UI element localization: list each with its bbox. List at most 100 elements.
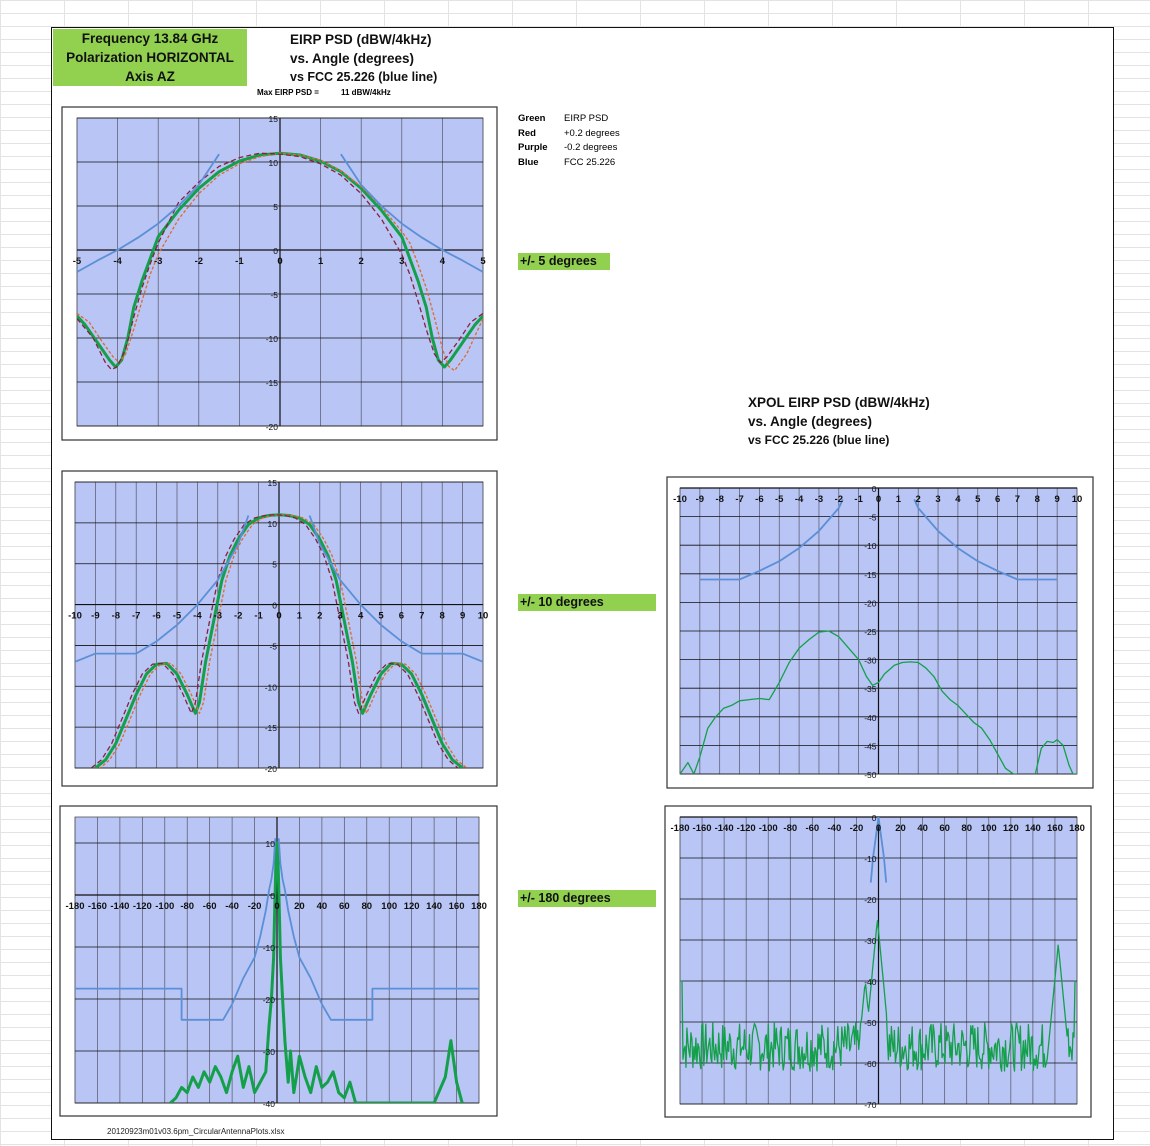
x-tick-label: -3 (154, 256, 162, 267)
chart-copol-10: -10 -9 -8 -7 -6 -5 -4 -3 -2 -1 0 1 2 3 4 5 6 7 8 9 10151050-… (61, 470, 498, 787)
max-eirp-value: 11 dBW/4kHz (341, 88, 391, 97)
x-tick-label: 80 (361, 901, 372, 912)
max-eirp-label: Max EIRP PSD = (257, 88, 319, 97)
y-tick-label: -10 (864, 541, 877, 551)
legend: Green EIRP PSD Red +0.2 degrees Purple -… (518, 112, 620, 170)
legend-row-purple: Purple -0.2 degrees (518, 141, 620, 156)
x-tick-label: 2 (916, 494, 921, 505)
x-tick-label: -7 (735, 494, 743, 505)
legend-desc: -0.2 degrees (564, 142, 618, 153)
x-tick-label: -1 (254, 611, 263, 622)
y-tick-label: -50 (864, 770, 877, 780)
y-tick-label: -5 (269, 641, 277, 651)
y-tick-label: 10 (268, 519, 278, 529)
main-title-line3: vs FCC 25.226 (blue line) (290, 70, 438, 84)
chart-xpol-180: -180 -160 -140 -120 -100 -80 -60 -40 -20 0 20 40 60 8… (664, 805, 1092, 1118)
x-tick-label: -4 (795, 494, 804, 505)
legend-key: Purple (518, 142, 548, 153)
y-tick-label: -30 (263, 1047, 276, 1057)
x-tick-label: -5 (73, 256, 82, 267)
x-tick-label: -60 (805, 823, 819, 834)
x-tick-label: 160 (1047, 823, 1063, 834)
x-tick-label: -10 (68, 611, 82, 622)
x-tick-label: -140 (110, 901, 129, 912)
legend-desc: FCC 25.226 (564, 156, 616, 168)
y-tick-label: -10 (263, 943, 276, 953)
xpol-chart-title: XPOL EIRP PSD (dBW/4kHz) vs. Angle (degr… (748, 393, 930, 450)
x-tick-label: -100 (759, 823, 778, 834)
y-tick-label: -40 (263, 1099, 276, 1109)
y-tick-label: -30 (864, 936, 877, 946)
x-tick-label: -120 (737, 823, 756, 834)
x-tick-label: 60 (939, 823, 950, 834)
x-tick-label: 7 (419, 611, 424, 622)
x-tick-label: -9 (91, 611, 99, 622)
series-red (77, 152, 483, 372)
y-tick-label: -45 (864, 741, 877, 751)
x-tick-label: 1 (318, 256, 324, 267)
x-tick-label: 3 (338, 611, 343, 622)
x-tick-label: 100 (381, 901, 397, 912)
legend-key: Red (518, 127, 536, 139)
series-blue (699, 499, 1058, 581)
series-blue (77, 153, 483, 273)
series-purple (90, 514, 459, 768)
x-tick-label: 80 (961, 823, 972, 834)
y-tick-label: 0 (872, 484, 877, 494)
x-tick-label: 120 (1003, 823, 1019, 834)
x-tick-label: -4 (113, 256, 122, 267)
x-tick-label: 5 (480, 256, 486, 267)
x-tick-label: -2 (234, 611, 242, 622)
y-tick-label: 5 (272, 560, 277, 570)
series-blue (75, 838, 479, 1021)
y-tick-label: -20 (266, 422, 279, 432)
y-tick-label: -20 (864, 895, 877, 905)
x-tick-label: -180 (670, 823, 689, 834)
x-tick-label: -1 (235, 256, 244, 267)
y-tick-label: 15 (268, 478, 278, 488)
x-tick-label: 4 (955, 494, 961, 505)
y-tick-label: -40 (864, 713, 877, 723)
series-green (680, 630, 1077, 774)
x-tick-label: -10 (673, 494, 687, 505)
series-blue (75, 515, 483, 663)
range-label-180deg: +/- 180 degrees (518, 890, 656, 907)
x-tick-label: 5 (378, 611, 384, 622)
x-tick-label: -180 (65, 901, 84, 912)
x-tick-label: 2 (359, 256, 364, 267)
y-tick-label: -60 (864, 1059, 877, 1069)
y-tick-label: -20 (263, 995, 276, 1005)
xpol-title-line3: vs FCC 25.226 (blue line) (748, 433, 890, 447)
x-tick-label: -6 (152, 611, 160, 622)
legend-key: Green (518, 113, 546, 124)
x-tick-label: 20 (895, 823, 906, 834)
frequency-info-box: Frequency 13.84 GHz Polarization HORIZON… (53, 29, 247, 86)
range-label-5deg: +/- 5 degrees (518, 253, 610, 270)
series-purple (77, 152, 483, 371)
x-tick-label: 3 (399, 256, 404, 267)
x-tick-label: 160 (449, 901, 465, 912)
x-tick-label: 5 (975, 494, 981, 505)
x-tick-label: -2 (195, 256, 203, 267)
legend-row-blue: Blue FCC 25.226 (518, 156, 620, 171)
x-tick-label: -120 (133, 901, 152, 912)
y-tick-label: -70 (864, 1100, 877, 1110)
x-tick-label: 3 (935, 494, 940, 505)
main-title-line2: vs. Angle (degrees) (290, 51, 415, 66)
x-tick-label: 0 (277, 256, 282, 267)
x-tick-label: -4 (193, 611, 202, 622)
x-tick-label: 4 (440, 256, 446, 267)
x-tick-label: 7 (1015, 494, 1020, 505)
x-tick-label: -140 (715, 823, 734, 834)
series-green (169, 841, 464, 1103)
y-tick-label: 0 (272, 601, 277, 611)
y-tick-label: 0 (273, 246, 278, 256)
x-tick-label: 4 (358, 611, 364, 622)
legend-key: Blue (518, 156, 539, 168)
y-tick-label: 0 (872, 813, 877, 823)
y-tick-label: 10 (269, 158, 279, 168)
x-tick-label: 40 (317, 901, 328, 912)
x-tick-label: 10 (1072, 494, 1083, 505)
series-blue (869, 817, 888, 883)
